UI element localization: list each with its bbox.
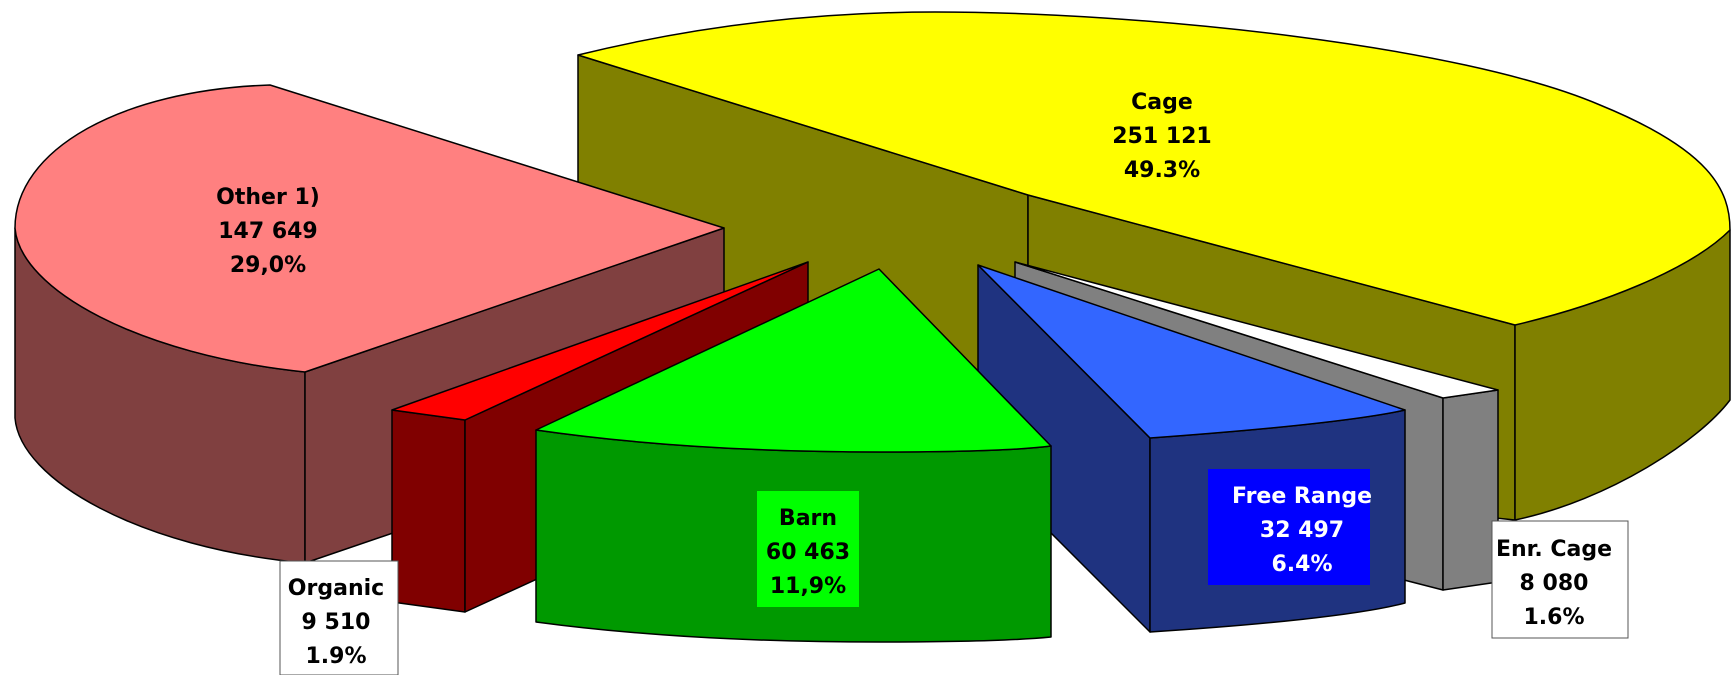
label-value-cage: 251 121 bbox=[1112, 124, 1212, 149]
label-other-1: Other 1) 147 649 29,0% bbox=[216, 185, 320, 278]
slice-free-range-top bbox=[977, 264, 1406, 439]
label-percent-organic: 1.9% bbox=[305, 644, 366, 669]
slice-organic-side-1 bbox=[391, 409, 466, 613]
slice-cage-top bbox=[577, 11, 1731, 326]
label-percent-free-range: 6.4% bbox=[1271, 552, 1332, 577]
label-free-range: Free Range 32 497 6.4% bbox=[1208, 469, 1372, 585]
label-box-free-range bbox=[1208, 469, 1370, 585]
label-value-enr-cage: 8 080 bbox=[1520, 571, 1589, 596]
slice-enr-cage-side-2 bbox=[1442, 389, 1499, 591]
pie-slices bbox=[14, 11, 1731, 643]
slice-barn-top bbox=[535, 268, 1052, 453]
label-name-barn: Barn bbox=[779, 506, 837, 531]
label-box-organic bbox=[279, 560, 399, 675]
label-value-other-1: 147 649 bbox=[218, 219, 318, 244]
label-name-organic: Organic bbox=[288, 576, 384, 601]
label-name-other-1: Other 1) bbox=[216, 185, 320, 210]
label-percent-other-1: 29,0% bbox=[230, 253, 306, 278]
label-name-free-range: Free Range bbox=[1232, 484, 1372, 509]
label-value-organic: 9 510 bbox=[302, 610, 371, 635]
label-percent-enr-cage: 1.6% bbox=[1523, 605, 1584, 630]
label-percent-cage: 49.3% bbox=[1124, 158, 1200, 183]
label-percent-barn: 11,9% bbox=[770, 574, 846, 599]
slice-barn bbox=[535, 268, 1052, 643]
slice-organic-top bbox=[391, 261, 809, 421]
label-box-enr-cage bbox=[1491, 520, 1629, 639]
slice-enr-cage-top bbox=[1014, 261, 1499, 399]
label-enr-cage: Enr. Cage 8 080 1.6% bbox=[1491, 520, 1629, 639]
label-cage: Cage 251 121 49.3% bbox=[1112, 90, 1212, 183]
pie-labels: Cage 251 121 49.3% Enr. Cage 8 080 1.6% Free R… bbox=[216, 90, 1629, 675]
label-value-free-range: 32 497 bbox=[1260, 518, 1344, 543]
label-box-barn bbox=[757, 491, 859, 607]
label-name-enr-cage: Enr. Cage bbox=[1496, 537, 1612, 562]
label-barn: Barn 60 463 11,9% bbox=[757, 491, 859, 607]
label-name-cage: Cage bbox=[1131, 90, 1193, 115]
label-organic: Organic 9 510 1.9% bbox=[279, 560, 399, 675]
slice-other-1-top bbox=[14, 84, 725, 373]
label-value-barn: 60 463 bbox=[766, 540, 850, 565]
